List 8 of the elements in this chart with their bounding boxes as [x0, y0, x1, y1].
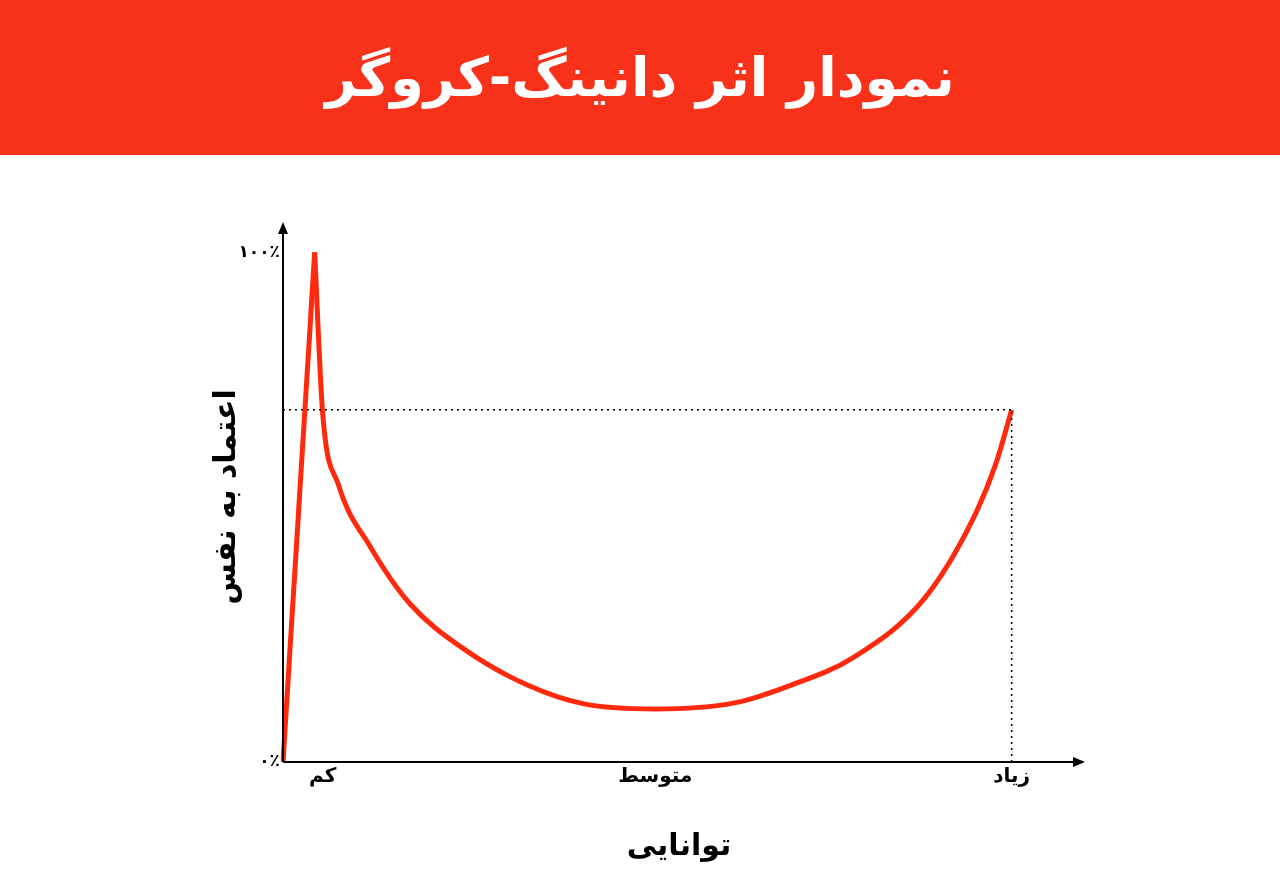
x-tick-label: متوسط	[618, 763, 693, 788]
x-tick-label: زیاد	[993, 763, 1031, 788]
chart-title: نمودار اثر دانینگ-کروگر	[325, 46, 955, 109]
y-axis-title: اعتماد به نفس	[206, 389, 242, 605]
y-tick-label: ۰٪	[259, 750, 280, 771]
x-axis-title: توانایی	[626, 826, 732, 862]
x-tick-label: کم	[308, 763, 337, 788]
y-tick-label: ۱۰۰٪	[238, 240, 280, 261]
